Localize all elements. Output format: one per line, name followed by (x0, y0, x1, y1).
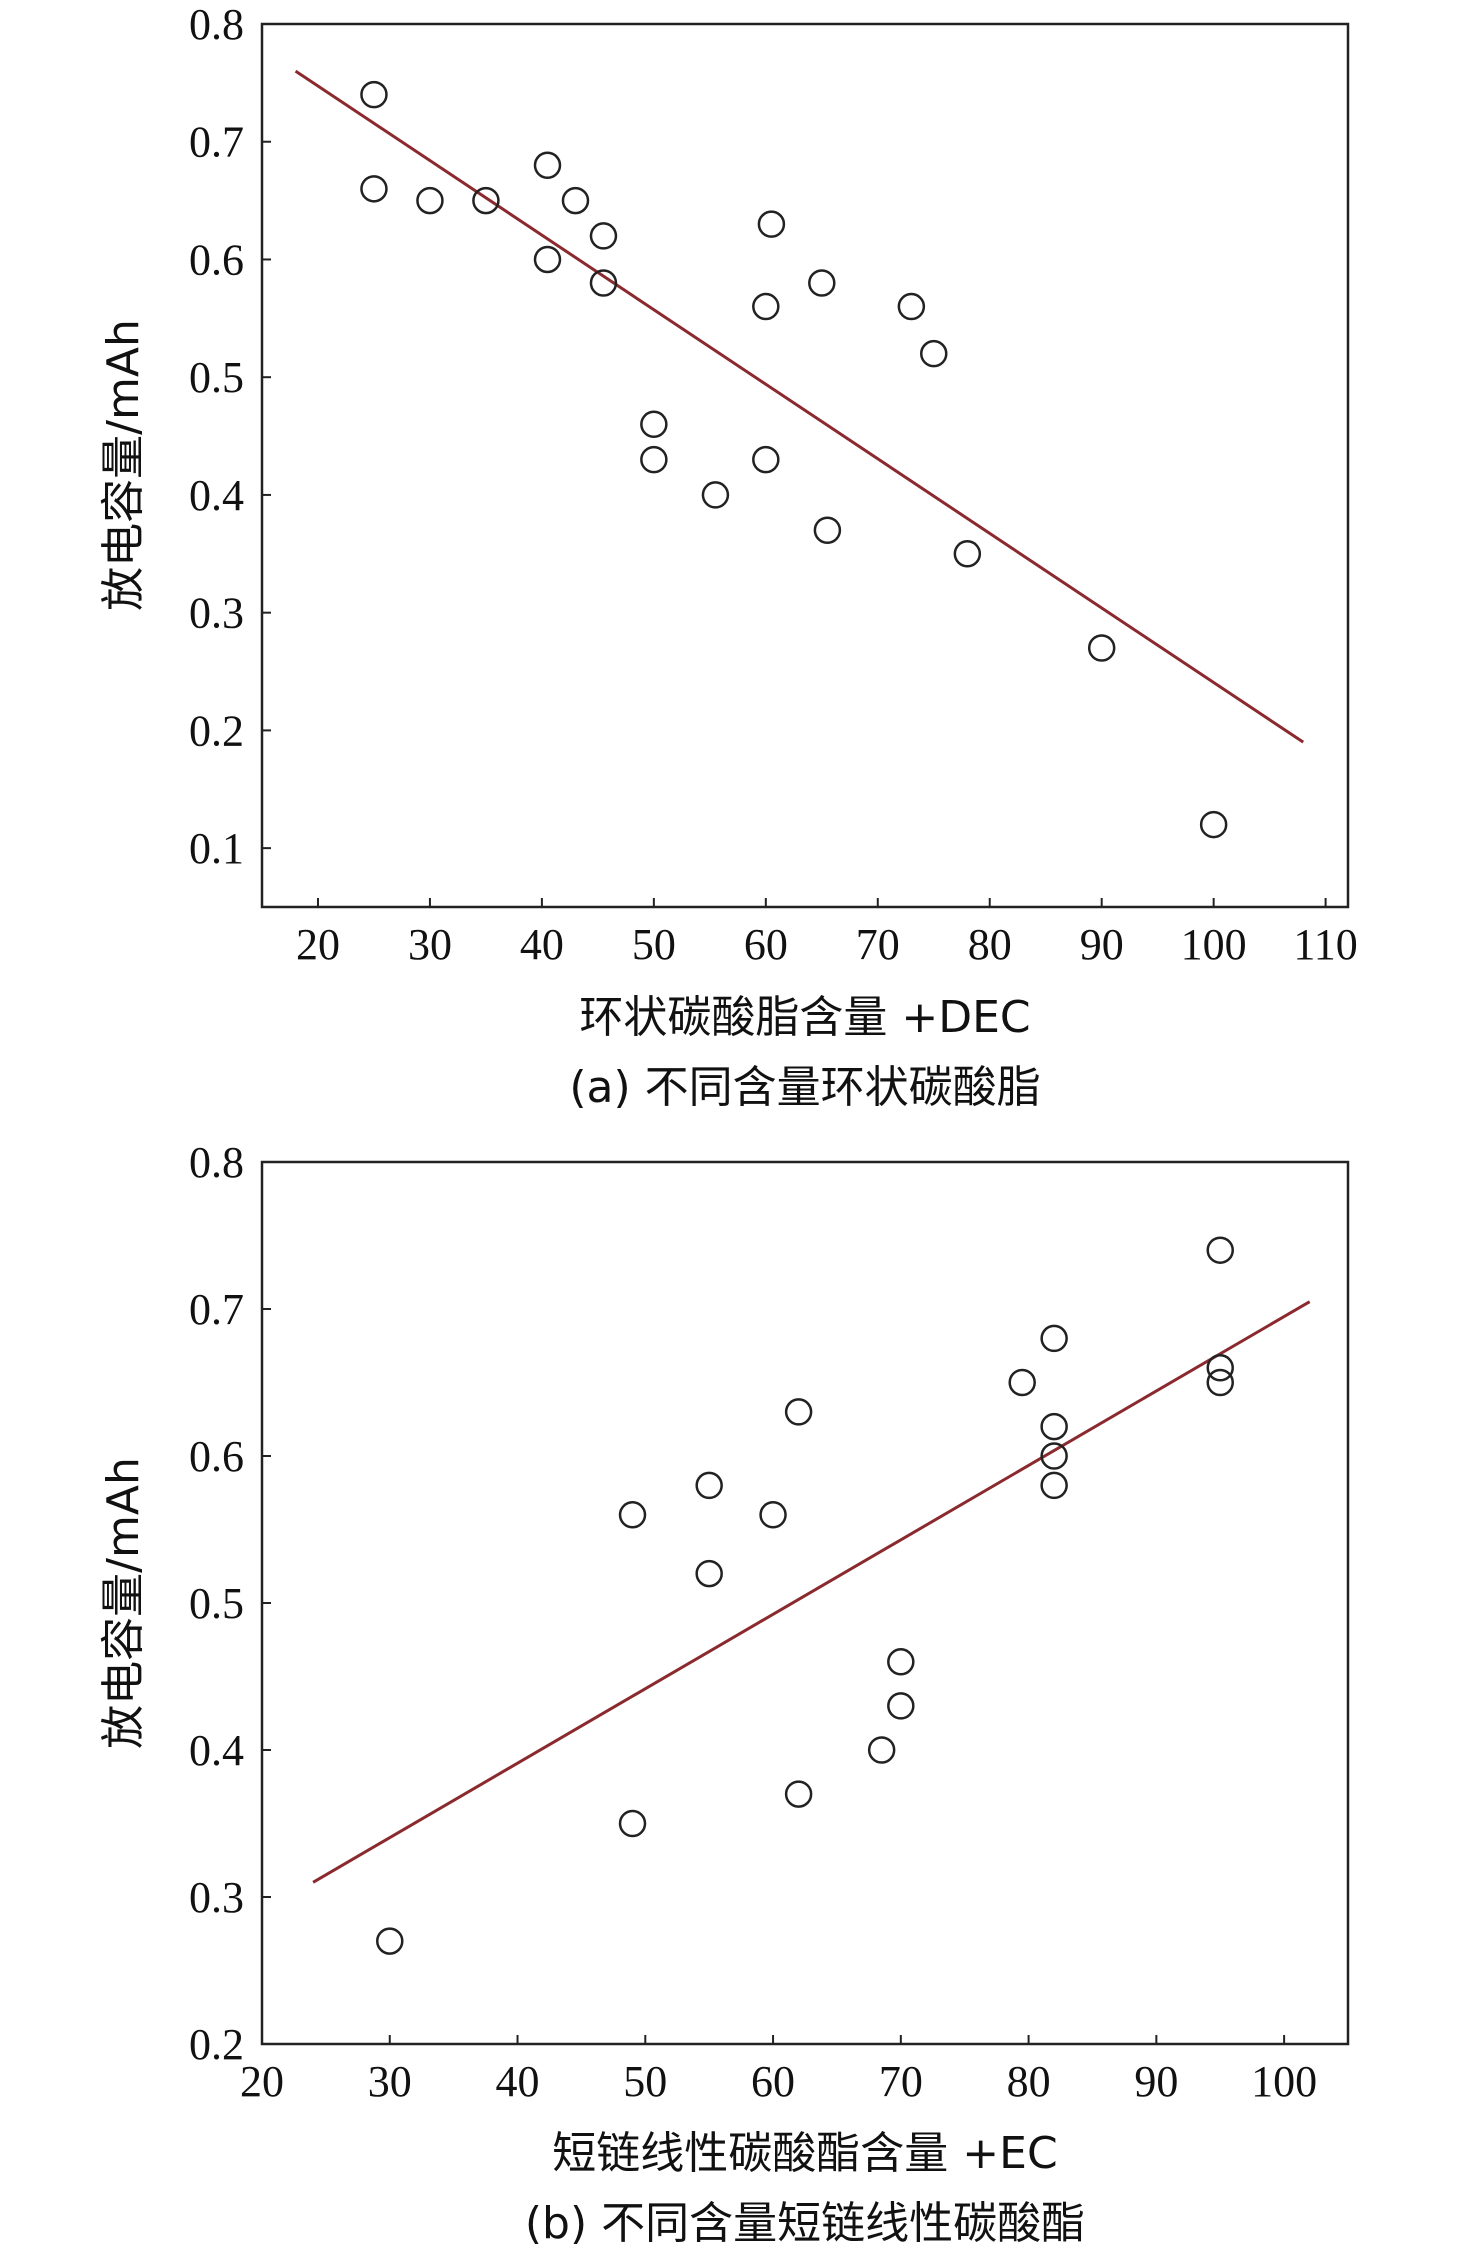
data-point (640, 445, 668, 474)
x-tick-label: 90 (1080, 920, 1124, 969)
data-point (953, 540, 982, 568)
data-point (416, 186, 444, 215)
data-point (759, 1501, 787, 1529)
x-tick-label: 80 (968, 920, 1012, 969)
data-point (695, 1471, 723, 1500)
y-tick-label: 0.3 (189, 589, 244, 638)
x-axis-title-a: 环状碳酸脂含量 +DEC (579, 992, 1030, 1043)
data-point (887, 1692, 915, 1720)
data-point (533, 151, 562, 180)
data-point (1199, 810, 1228, 839)
y-tick-label: 0.2 (189, 706, 244, 755)
x-tick-label: 30 (408, 920, 452, 969)
data-point (589, 222, 618, 250)
x-tick-label: 70 (856, 920, 900, 969)
ticks-b: 20 30 40 50 60 70 80 90 100 0.2 0.3 0.4 0.5 0.6 0.7 0.8 (189, 1138, 1317, 2106)
data-point (1040, 1412, 1068, 1441)
data-point (589, 269, 618, 297)
data-point (1008, 1368, 1036, 1397)
x-tick-label: 40 (520, 920, 564, 969)
panel-a: 20 30 40 50 60 70 80 90 100 110 0.1 0.2 0.3 0.4 0.5 0.6… (98, 0, 1358, 1113)
data-point (618, 1809, 647, 1838)
y-tick-label: 0.2 (189, 2020, 244, 2069)
y-axis-title-a: 放电容量/mAh (98, 319, 149, 611)
data-point (376, 1927, 404, 1955)
plot-frame-b (260, 1160, 1350, 2046)
panel-b: 20 30 40 50 60 70 80 90 100 0.2 0.3 0.4 0.5 0.6 0.7 0.8… (98, 1138, 1350, 2249)
y-axis-title-b: 放电容量/mAh (98, 1457, 149, 1749)
x-tick-label: 70 (879, 2057, 923, 2106)
data-point (640, 410, 668, 439)
caption-b: (b) 不同含量短链线性碳酸酯 (525, 2198, 1085, 2249)
data-point (1040, 1442, 1068, 1470)
x-tick-label: 110 (1293, 920, 1357, 969)
data-point (618, 1501, 647, 1529)
y-tick-label: 0.6 (189, 1432, 244, 1481)
data-point (752, 445, 780, 474)
data-point (808, 269, 836, 297)
x-axis-title-b: 短链线性碳酸酯含量 +EC (552, 2128, 1057, 2179)
data-point (701, 481, 730, 509)
caption-a: (a) 不同含量环状碳酸脂 (569, 1062, 1040, 1113)
data-point (1206, 1368, 1234, 1397)
data-point (813, 516, 842, 545)
data-point (887, 1648, 915, 1676)
x-tick-label: 80 (1007, 2057, 1051, 2106)
data-point (752, 292, 780, 321)
data-point (360, 80, 388, 109)
data-point (897, 292, 926, 321)
y-tick-label: 0.8 (189, 1138, 244, 1187)
data-point (784, 1398, 813, 1426)
points-b (376, 1236, 1234, 1955)
y-tick-label: 0.1 (189, 824, 244, 873)
data-point (1040, 1324, 1068, 1353)
data-point (920, 339, 948, 368)
data-point (1206, 1236, 1234, 1264)
data-point (757, 210, 786, 238)
y-tick-label: 0.7 (189, 1285, 244, 1334)
x-tick-label: 50 (632, 920, 676, 969)
x-tick-label: 100 (1181, 920, 1247, 969)
data-point (472, 186, 500, 215)
data-point (1206, 1354, 1234, 1382)
y-tick-label: 0.5 (189, 353, 244, 402)
x-tick-label: 60 (744, 920, 788, 969)
data-point (1040, 1471, 1068, 1500)
data-point (867, 1736, 896, 1764)
data-point (360, 175, 388, 203)
y-tick-label: 0.5 (189, 1579, 244, 1628)
y-tick-label: 0.3 (189, 1873, 244, 1922)
x-tick-label: 30 (368, 2057, 412, 2106)
x-tick-label: 100 (1251, 2057, 1317, 2106)
fit-line-a (294, 69, 1305, 744)
x-tick-label: 90 (1134, 2057, 1178, 2106)
fit-line-b (312, 1300, 1311, 1884)
data-point (784, 1780, 813, 1808)
fit-line (312, 1300, 1311, 1884)
x-tick-label: 20 (240, 2057, 284, 2106)
x-tick-label: 60 (751, 2057, 795, 2106)
data-point (561, 186, 590, 215)
data-point (533, 245, 562, 274)
data-point (695, 1559, 723, 1588)
x-tick-label: 20 (296, 920, 340, 969)
y-tick-label: 0.8 (189, 0, 244, 49)
y-tick-label: 0.4 (189, 471, 244, 520)
x-tick-label: 40 (496, 2057, 540, 2106)
y-tick-label: 0.4 (189, 1726, 244, 1775)
fit-line (294, 69, 1305, 744)
data-point (1087, 634, 1116, 662)
x-tick-label: 50 (623, 2057, 667, 2106)
ticks-a: 20 30 40 50 60 70 80 90 100 110 0.1 0.2 0.3 0.4 0.5 0.6… (189, 0, 1358, 969)
y-tick-label: 0.7 (189, 118, 244, 167)
y-tick-label: 0.6 (189, 235, 244, 284)
points-a (360, 80, 1228, 839)
plot-frame-a (260, 22, 1350, 909)
